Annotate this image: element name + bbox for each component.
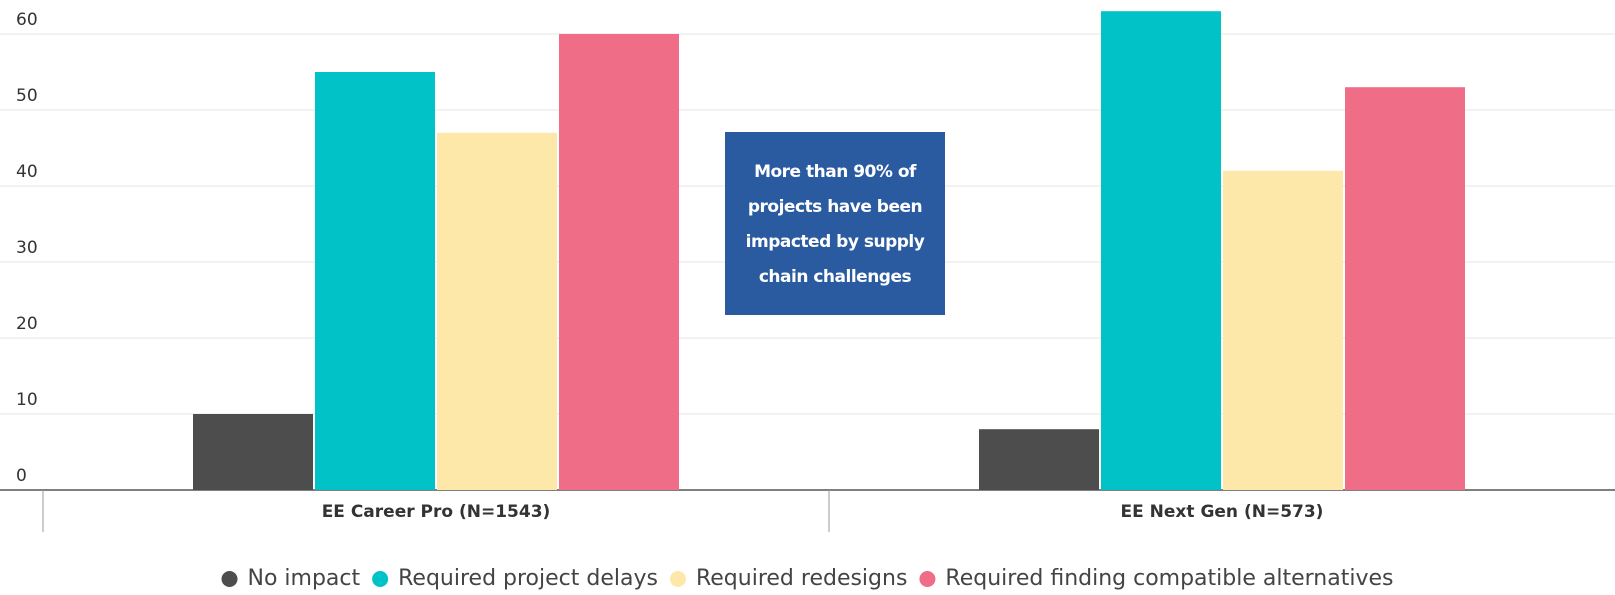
legend-marker bbox=[372, 571, 389, 587]
bar bbox=[1345, 87, 1465, 490]
x-tick-label: EE Next Gen (N=573) bbox=[1121, 502, 1324, 522]
legend-marker bbox=[221, 571, 238, 587]
legend-label: Required finding compatible alternatives bbox=[945, 566, 1393, 591]
x-tick-label: EE Career Pro (N=1543) bbox=[322, 502, 551, 522]
bar bbox=[1101, 11, 1221, 490]
bar bbox=[193, 414, 313, 490]
annotation-box bbox=[725, 132, 945, 315]
annotation-text: impacted by supply bbox=[746, 232, 925, 252]
bar bbox=[979, 429, 1099, 490]
legend-marker bbox=[919, 571, 936, 587]
legend-label: Required project delays bbox=[398, 566, 658, 591]
y-tick-label: 10 bbox=[16, 390, 38, 410]
y-tick-label: 0 bbox=[16, 466, 27, 486]
bar bbox=[1223, 170, 1343, 491]
legend-marker bbox=[669, 571, 686, 587]
legend-label: No impact bbox=[248, 566, 361, 591]
y-tick-label: 50 bbox=[16, 86, 38, 106]
y-tick-label: 40 bbox=[16, 162, 38, 182]
bar bbox=[315, 72, 435, 490]
y-tick-label: 30 bbox=[16, 238, 38, 258]
legend-label: Required redesigns bbox=[696, 566, 907, 591]
bar bbox=[559, 34, 679, 490]
y-tick-label: 20 bbox=[16, 314, 38, 334]
bar bbox=[437, 132, 557, 491]
annotation-text: projects have been bbox=[748, 197, 922, 217]
y-tick-label: 60 bbox=[16, 10, 38, 30]
annotation-text: chain challenges bbox=[759, 267, 912, 287]
annotation-text: More than 90% of bbox=[754, 162, 917, 182]
